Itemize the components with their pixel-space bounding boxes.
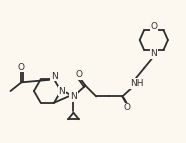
Text: O: O: [75, 70, 82, 79]
Text: N: N: [51, 72, 58, 81]
Text: NH: NH: [130, 79, 143, 88]
Text: O: O: [150, 22, 157, 31]
Text: O: O: [18, 63, 25, 72]
Text: N: N: [150, 49, 157, 58]
Text: O: O: [123, 104, 130, 113]
Text: N: N: [59, 87, 65, 96]
Text: N: N: [70, 92, 77, 101]
